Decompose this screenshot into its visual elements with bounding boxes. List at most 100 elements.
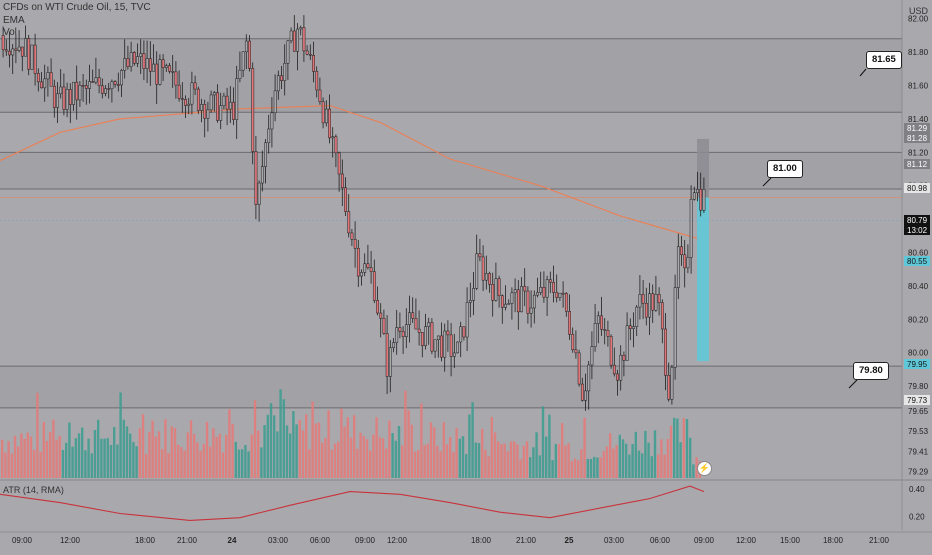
candle-up (129, 52, 133, 67)
candle-down (571, 334, 575, 351)
time-tick-15: 12:00 (736, 536, 757, 545)
atr-tick-0: 0.40 (909, 485, 925, 494)
candle-up (696, 189, 699, 193)
candle-up (110, 81, 114, 89)
volume-bar (202, 444, 205, 478)
candle-up (456, 341, 459, 354)
candle-down (600, 315, 603, 330)
volume-bar (45, 440, 49, 478)
volume-bar (81, 427, 84, 478)
volume-bar (106, 438, 109, 478)
grid-layer (0, 197, 902, 222)
candle-down (62, 86, 66, 110)
volume-bar (519, 459, 522, 478)
candle-up (686, 257, 690, 269)
candle-down (417, 328, 421, 333)
volume-bar (618, 434, 621, 478)
volume-bar (180, 447, 183, 478)
candle-up (212, 92, 216, 96)
candle-up (238, 69, 242, 79)
stop-loss-box[interactable] (697, 138, 709, 198)
candle-up (164, 65, 168, 68)
atr-layer: 0.40 0.20 (0, 479, 932, 521)
volume-bar (90, 453, 93, 478)
volume-bar (138, 428, 141, 478)
atr-tick-1: 0.20 (909, 512, 925, 521)
price-label-6: 80.55 (907, 257, 928, 266)
volume-bar (109, 444, 113, 478)
candle-down (372, 271, 376, 301)
take-profit-box[interactable] (697, 197, 709, 362)
candle-down (411, 312, 415, 319)
volume-bar (42, 421, 45, 478)
volume-bar (295, 424, 298, 478)
candle-up (676, 246, 680, 288)
candle-up (158, 59, 162, 85)
candle-down (193, 82, 197, 90)
candle-down (526, 290, 530, 314)
candle-up (635, 306, 639, 327)
price-tick-13: 79.53 (908, 427, 929, 436)
candle-up (465, 302, 469, 338)
lightning-icon[interactable]: ⚡ (697, 461, 712, 476)
price-label-bg-1 (904, 133, 930, 143)
candle-down (644, 302, 648, 318)
candle-down (292, 30, 296, 52)
candle-down (606, 330, 610, 337)
vol-legend[interactable]: Vol (3, 27, 17, 38)
candle-down (203, 104, 207, 119)
candle-down (414, 318, 418, 330)
volume-bar (353, 415, 356, 478)
callout-79-80[interactable]: 79.80 (853, 362, 889, 380)
position-layer[interactable] (697, 138, 709, 362)
volume-bar (567, 443, 570, 478)
candle-up (529, 307, 533, 314)
volume-bar (397, 426, 401, 478)
candle-down (401, 331, 405, 337)
callout-81-00[interactable]: 81.00 (767, 160, 803, 178)
price-label-bg-8 (904, 395, 930, 405)
candle-down (516, 289, 520, 313)
candle-down (305, 50, 309, 55)
volume-bar (497, 441, 500, 478)
candle-down (500, 295, 504, 308)
volume-bar (311, 401, 314, 478)
candle-up (510, 292, 514, 304)
symbol-title[interactable]: CFDs on WTI Crude Oil, 15, TVC (3, 2, 151, 13)
candle-up (59, 86, 63, 95)
candle-down (107, 88, 111, 90)
candle-down (75, 81, 79, 101)
candle-up (260, 166, 264, 184)
volume-bar (650, 456, 653, 478)
candle-up (392, 342, 395, 348)
volume-bar (391, 433, 394, 478)
candle-up (209, 94, 213, 111)
volume-bar (247, 451, 250, 478)
volume-bar (615, 444, 618, 478)
volume-bar (13, 435, 17, 478)
candle-down (91, 81, 95, 83)
volume-bar (164, 419, 167, 478)
volume-bar (97, 419, 100, 478)
volume-bar (525, 441, 529, 478)
candle-down (548, 279, 552, 283)
ema-legend[interactable]: EMA (3, 15, 25, 26)
volume-bar (500, 444, 503, 478)
candle-up (273, 90, 277, 114)
volume-bar (669, 425, 673, 478)
volume-bar (583, 417, 586, 478)
candle-down (337, 152, 341, 175)
volume-bar (61, 450, 65, 478)
volume-bar (84, 450, 87, 478)
time-tick-9: 18:00 (471, 536, 492, 545)
volume-bar (343, 426, 346, 478)
atr-legend[interactable]: ATR (14, RMA) (3, 485, 64, 495)
candle-up (30, 44, 34, 70)
volume-bar (372, 434, 375, 478)
candle-down (27, 38, 31, 70)
volume-bar (589, 458, 593, 478)
callout-81-65[interactable]: 81.65 (866, 51, 902, 69)
volume-bar (404, 390, 407, 478)
